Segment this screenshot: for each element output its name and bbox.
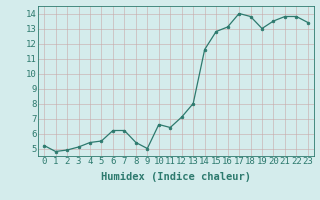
X-axis label: Humidex (Indice chaleur): Humidex (Indice chaleur) [101,172,251,182]
